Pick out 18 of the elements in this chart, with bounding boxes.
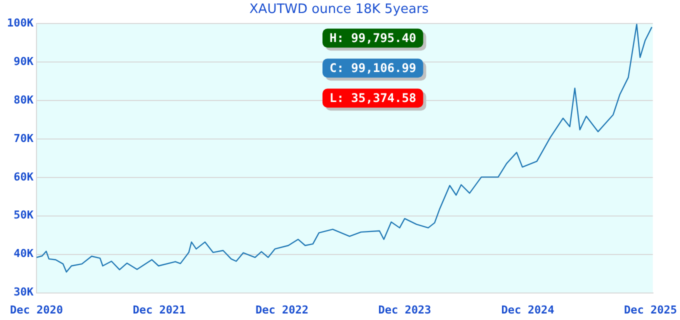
annotation: C: 99,106.99: [329, 61, 416, 76]
y-tick-label: 30K: [14, 286, 34, 299]
y-tick-label: 50K: [14, 208, 34, 222]
x-tick-label: Dec 2025: [624, 303, 677, 316]
x-tick-label: Dec 2024: [501, 303, 555, 316]
annotation: L: 35,374.58: [329, 91, 416, 106]
y-tick-label: 100K: [6, 16, 34, 30]
annotation: H: 99,795.40: [329, 31, 416, 46]
x-tick-label: Dec 2021: [132, 303, 186, 316]
y-tick-label: 60K: [14, 170, 34, 184]
x-tick-label: Dec 2020: [10, 303, 63, 316]
y-tick-label: 70K: [14, 132, 34, 145]
x-tick-label: Dec 2023: [378, 303, 432, 316]
y-tick-label: 80K: [14, 93, 34, 106]
x-tick-label: Dec 2022: [255, 303, 308, 316]
y-tick-label: 90K: [14, 54, 34, 68]
chart-title: XAUTWD ounce 18K 5years: [249, 2, 429, 18]
y-tick-label: 40K: [14, 247, 34, 260]
